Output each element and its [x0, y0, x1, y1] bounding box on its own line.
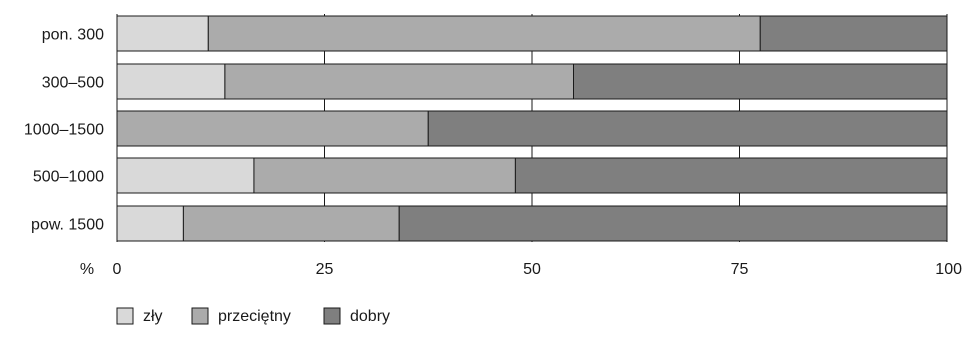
category-label: 300–500 [42, 75, 104, 92]
bar-segment-przeciętny-2 [116, 110, 429, 147]
bar-segment-dobry-1 [573, 63, 948, 100]
bar-segment-przeciętny-0 [207, 15, 761, 52]
legend-label: przeciętny [218, 308, 291, 325]
bar-segment-przeciętny-1 [224, 63, 574, 100]
legend-swatch-zły [116, 307, 134, 325]
legend-swatch-przeciętny [191, 307, 209, 325]
x-tick-label: 25 [316, 261, 334, 278]
x-tick-label: 100 [935, 261, 962, 278]
bar-segment-zły-4 [116, 205, 184, 242]
bar-segment-przeciętny-3 [253, 157, 516, 194]
category-labels: pon. 300 300–500 1000–1500 500–1000 pow. 150… [24, 27, 104, 234]
x-tick-label: 50 [523, 261, 541, 278]
x-axis-ticks: % 0 25 50 75 100 [80, 261, 962, 278]
category-label: pow. 1500 [31, 217, 104, 234]
x-tick-label: 0 [113, 261, 122, 278]
legend-label: dobry [350, 308, 390, 325]
x-tick-label: 75 [731, 261, 749, 278]
category-label: 500–1000 [33, 169, 104, 186]
x-axis-unit-label: % [80, 261, 94, 278]
bar-segment-dobry-2 [427, 110, 948, 147]
bar-segment-zły-1 [116, 63, 226, 100]
legend-swatch-dobry [323, 307, 341, 325]
bar-segment-zły-0 [116, 15, 209, 52]
legend-label: zły [143, 308, 163, 325]
bar-segment-przeciętny-4 [182, 205, 400, 242]
bar-segment-dobry-3 [514, 157, 948, 194]
bar-segment-dobry-0 [759, 15, 948, 52]
category-label: 1000–1500 [24, 122, 104, 139]
bar-segment-zły-3 [116, 157, 255, 194]
category-label: pon. 300 [42, 27, 104, 44]
bars [116, 15, 948, 242]
bar-segment-dobry-4 [398, 205, 948, 242]
legend: zły przeciętny dobry [116, 307, 390, 325]
